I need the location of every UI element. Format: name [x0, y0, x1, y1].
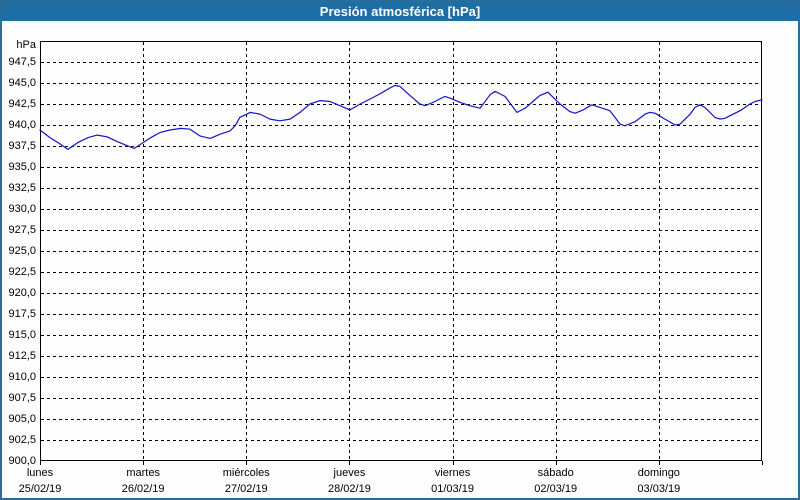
y-tick-label: 912,5	[8, 350, 36, 362]
y-tick-label: 917,5	[8, 308, 36, 320]
y-tick-label: 927,5	[8, 224, 36, 236]
y-tick-label: 942,5	[8, 98, 36, 110]
x-day-name-label: viernes	[434, 467, 471, 479]
x-day-name-label: sábado	[537, 467, 574, 479]
plot-border	[40, 41, 762, 461]
x-day-date-label: 26/02/19	[121, 483, 165, 495]
y-tick-label: 915,0	[8, 329, 36, 341]
y-tick-label: 905,0	[8, 413, 36, 425]
y-tick-label: 932,5	[8, 182, 36, 194]
y-tick-label: 925,0	[8, 245, 36, 257]
x-day-date-label: 28/02/19	[328, 483, 371, 495]
x-day-date-label: 01/03/19	[431, 483, 474, 495]
chart-title-bar: Presión atmosférica [hPa]	[2, 2, 798, 21]
y-tick-label: 930,0	[8, 203, 36, 215]
x-day-date-label: 02/03/19	[534, 483, 578, 495]
chart-title: Presión atmosférica [hPa]	[319, 4, 481, 19]
x-day-name-label: martes	[126, 467, 160, 479]
y-axis-unit-label: hPa	[16, 39, 36, 51]
y-tick-label: 900,0	[8, 455, 36, 467]
y-tick-label: 935,0	[8, 161, 36, 173]
y-tick-label: 902,5	[8, 434, 36, 446]
x-day-name-label: domingo	[637, 467, 680, 479]
y-tick-label: 945,0	[8, 77, 36, 89]
y-tick-label: 910,0	[8, 371, 36, 383]
y-tick-label: 940,0	[8, 119, 36, 131]
x-day-date-label: 27/02/19	[224, 483, 268, 495]
y-tick-label: 920,0	[8, 287, 36, 299]
x-day-name-label: jueves	[333, 467, 366, 479]
plot-area	[39, 41, 763, 465]
x-day-name-label: miércoles	[222, 467, 270, 479]
x-day-date-label: 03/03/19	[637, 483, 681, 495]
x-day-date-label: 25/02/19	[18, 483, 62, 495]
y-tick-label: 907,5	[8, 392, 36, 404]
y-tick-label: 937,5	[8, 140, 36, 152]
pressure-line	[39, 84, 763, 151]
x-day-name-label: lunes	[26, 467, 54, 479]
y-tick-label: 922,5	[8, 266, 36, 278]
y-tick-label: 947,5	[8, 56, 36, 68]
